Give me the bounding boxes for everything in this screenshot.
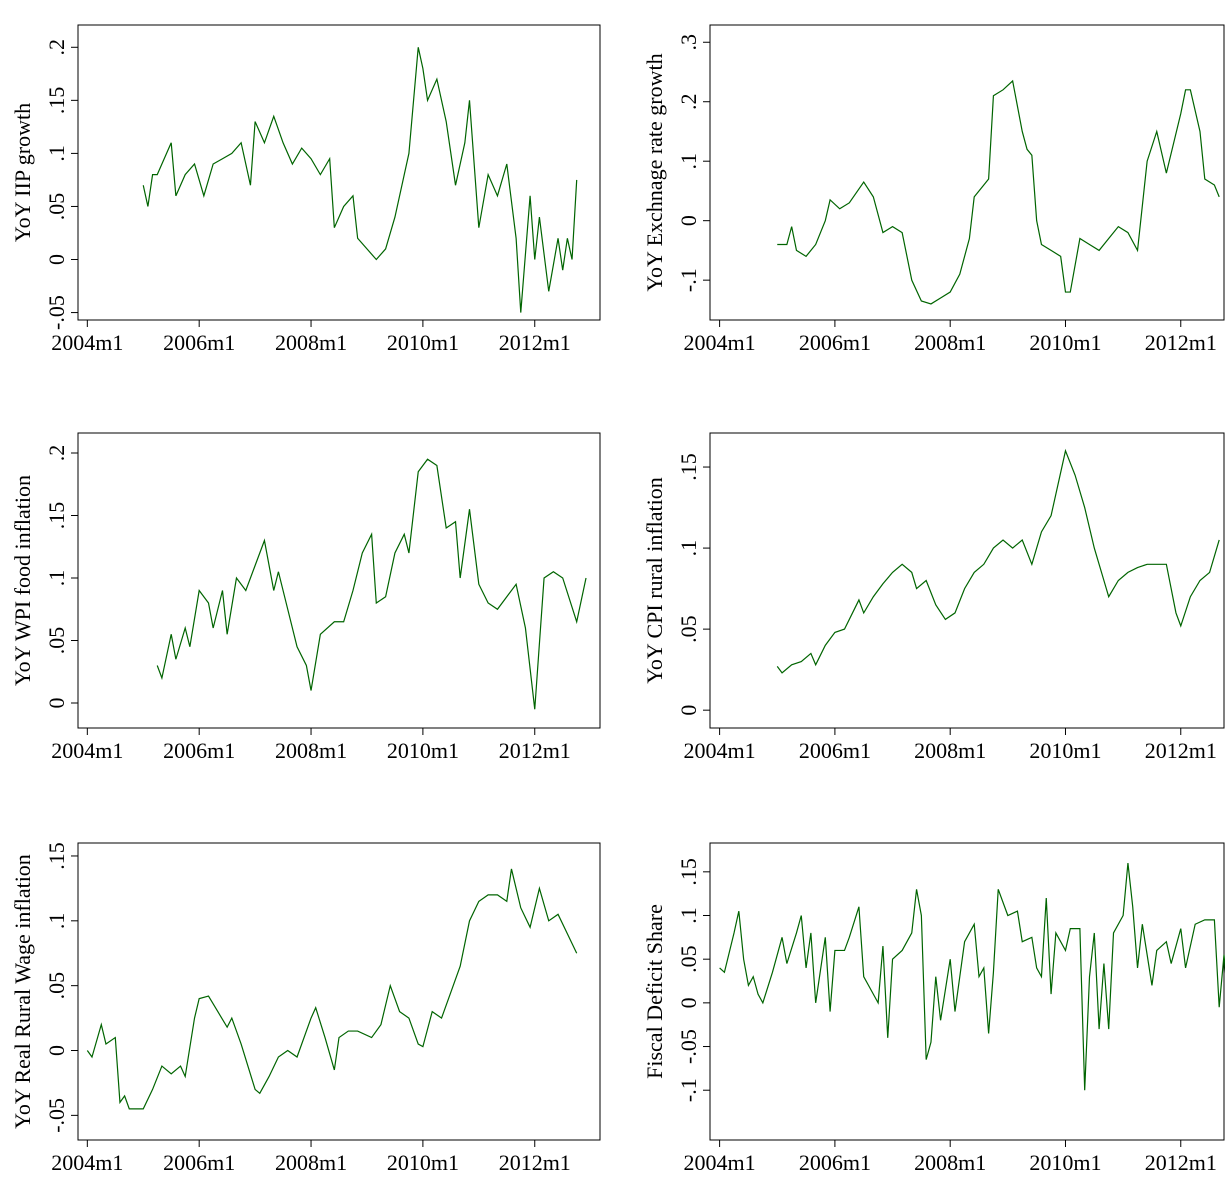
- plot-frame: [77, 24, 601, 321]
- panel: 0 .05 .1 .15 2004m1 2006m1 2008m1 2010m1 2012m1 Y…: [642, 432, 1225, 763]
- y-axis-title: YoY IIP growth: [10, 103, 35, 242]
- x-tick-label: 2010m1: [387, 330, 459, 355]
- y-axis-title: Fiscal Deficit Share: [642, 904, 667, 1079]
- panel: -.1 -.05 0 .05 .1 .15 2004m1 2006m1 2008m1 2010m1…: [642, 842, 1225, 1175]
- plot-frame: [709, 432, 1225, 729]
- x-tick-label: 2004m1: [684, 330, 756, 355]
- x-tick-label: 2008m1: [275, 330, 347, 355]
- y-tick-label: 0: [44, 254, 69, 265]
- data-line: [777, 79, 1220, 305]
- plot-frame: [77, 432, 601, 729]
- y-tick-label: .1: [676, 907, 701, 924]
- y-tick-label: .15: [676, 453, 701, 481]
- y-tick-label: -.1: [676, 1078, 701, 1102]
- x-tick-label: 2004m1: [684, 1150, 756, 1175]
- x-tick-label: 2004m1: [51, 738, 123, 763]
- x-tick-label: 2008m1: [275, 738, 347, 763]
- x-tick-label: 2008m1: [275, 1150, 347, 1175]
- data-line: [142, 47, 578, 313]
- y-tick-label: 0: [44, 698, 69, 709]
- data-line: [156, 458, 587, 710]
- y-axis-title: YoY CPI rural inflation: [642, 477, 667, 684]
- x-tick-label: 2012m1: [1145, 1150, 1217, 1175]
- y-tick-label: 0: [676, 215, 701, 226]
- y-tick-label: .05: [44, 193, 69, 221]
- y-tick-label: .05: [44, 972, 69, 1000]
- x-tick-label: 2008m1: [914, 330, 986, 355]
- x-tick-label: 2010m1: [1029, 738, 1101, 763]
- panel: 0 .05 .1 .15 .2 2004m1 2006m1 2008m1 2010m1 2012m…: [10, 432, 601, 763]
- y-tick-label: .1: [44, 913, 69, 930]
- panel: -.05 0 .05 .1 .15 2004m1 2006m1 2008m1 2010m1 201…: [10, 842, 601, 1175]
- plot-frame: [709, 842, 1225, 1141]
- y-tick-label: -.05: [44, 295, 69, 330]
- x-tick-label: 2010m1: [387, 738, 459, 763]
- y-tick-label: .3: [676, 34, 701, 51]
- y-tick-label: .1: [44, 570, 69, 587]
- y-tick-label: .2: [44, 445, 69, 462]
- x-tick-label: 2006m1: [799, 738, 871, 763]
- data-line: [719, 863, 1225, 1091]
- y-axis-title: YoY Real Rural Wage inflation: [10, 854, 35, 1129]
- x-tick-label: 2010m1: [387, 1150, 459, 1175]
- y-tick-label: -.05: [676, 1029, 701, 1064]
- x-tick-label: 2010m1: [1029, 1150, 1101, 1175]
- x-tick-label: 2010m1: [1029, 330, 1101, 355]
- x-tick-label: 2008m1: [914, 738, 986, 763]
- plot-frame: [77, 842, 601, 1141]
- x-tick-label: 2012m1: [499, 330, 571, 355]
- y-tick-label: .2: [44, 39, 69, 56]
- y-tick-label: .05: [676, 945, 701, 973]
- y-tick-label: .2: [676, 93, 701, 110]
- x-tick-label: 2006m1: [163, 738, 235, 763]
- y-tick-label: 0: [676, 997, 701, 1008]
- data-line: [86, 868, 578, 1110]
- x-tick-label: 2006m1: [163, 330, 235, 355]
- x-tick-label: 2012m1: [1145, 330, 1217, 355]
- y-tick-label: 0: [676, 705, 701, 716]
- y-tick-label: .05: [44, 627, 69, 655]
- y-axis-title: YoY WPI food inflation: [10, 475, 35, 686]
- y-tick-label: .15: [44, 87, 69, 115]
- x-tick-label: 2008m1: [914, 1150, 986, 1175]
- x-tick-label: 2012m1: [1145, 738, 1217, 763]
- x-tick-label: 2012m1: [499, 738, 571, 763]
- y-tick-label: .05: [676, 615, 701, 643]
- data-line: [776, 448, 1220, 674]
- panel: -.1 0 .1 .2 .3 2004m1 2006m1 2008m1 2010m1 2012m1…: [642, 24, 1225, 355]
- y-tick-label: .15: [44, 502, 69, 530]
- panel: -.05 0 .05 .1 .15 .2 2004m1 2006m1 2008m1 2010m1 2…: [10, 24, 601, 355]
- x-tick-label: 2004m1: [51, 1150, 123, 1175]
- y-axis-title: YoY Exchnage rate growth: [642, 53, 667, 291]
- x-tick-label: 2004m1: [51, 330, 123, 355]
- x-tick-label: 2006m1: [163, 1150, 235, 1175]
- y-tick-label: .15: [676, 858, 701, 886]
- y-tick-label: 0: [44, 1045, 69, 1056]
- x-tick-label: 2006m1: [799, 330, 871, 355]
- x-tick-label: 2006m1: [799, 1150, 871, 1175]
- y-tick-label: -.1: [676, 268, 701, 292]
- x-tick-label: 2012m1: [499, 1150, 571, 1175]
- plot-frame: [709, 24, 1225, 321]
- y-tick-label: .15: [44, 842, 69, 870]
- x-tick-label: 2004m1: [684, 738, 756, 763]
- y-tick-label: .1: [44, 145, 69, 162]
- y-tick-label: .1: [676, 153, 701, 170]
- y-tick-label: -.05: [44, 1098, 69, 1133]
- y-tick-label: .1: [676, 540, 701, 557]
